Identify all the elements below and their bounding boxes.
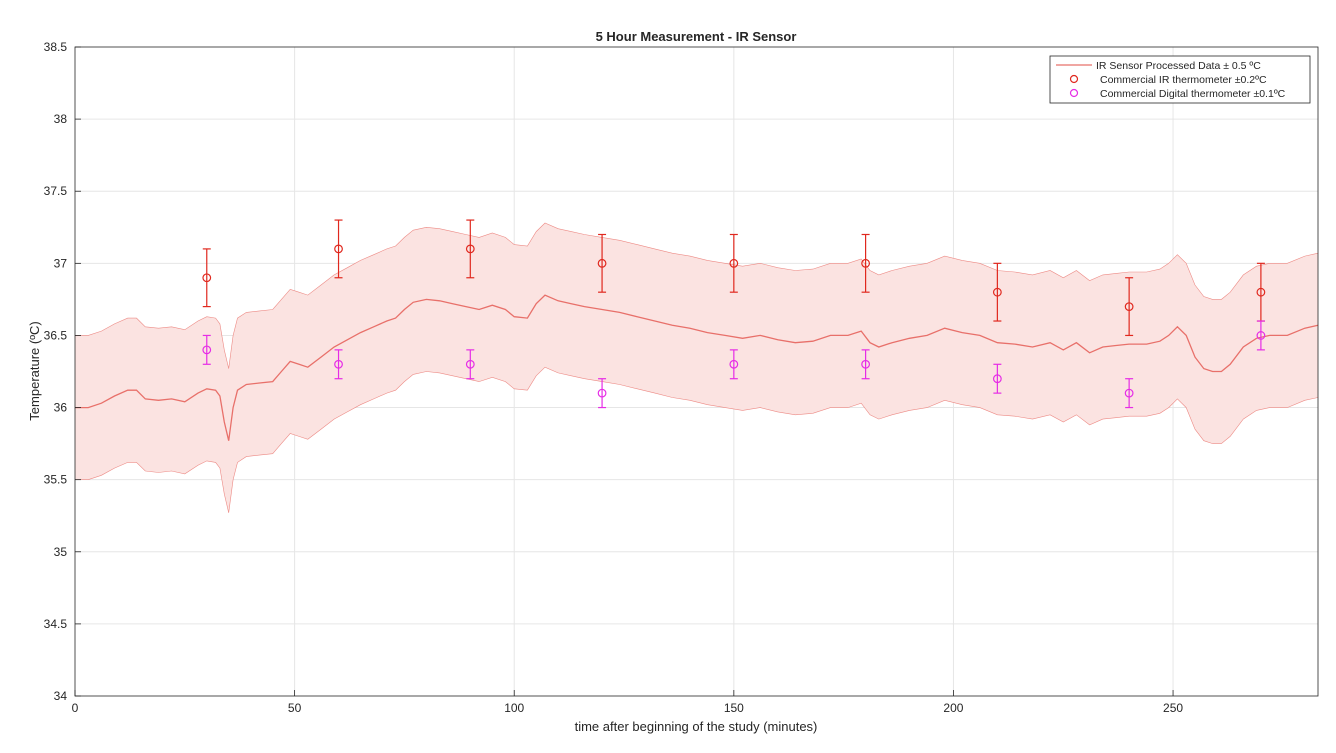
y-tick-label: 35 bbox=[54, 545, 68, 559]
y-tick-label: 36 bbox=[54, 401, 68, 415]
data-point-ir-thermometer bbox=[597, 258, 607, 268]
data-point-ir-thermometer bbox=[202, 273, 212, 283]
legend-entry-digital-thermometer: Commercial Digital thermometer ±0.1ºC bbox=[1100, 88, 1286, 100]
data-point-ir-thermometer bbox=[992, 287, 1002, 297]
data-point-digital-thermometer bbox=[597, 388, 607, 398]
data-point-ir-thermometer bbox=[1124, 302, 1134, 312]
x-tick-label: 100 bbox=[504, 701, 524, 715]
band-lower-edge bbox=[75, 366, 1319, 513]
tick-layer: 0 50 100 150 200 250 34 34.5 35 35.5 36 36.5 37 37.5 3… bbox=[44, 40, 1184, 715]
x-tick-label: 0 bbox=[72, 701, 79, 715]
data-point-ir-thermometer bbox=[334, 244, 343, 254]
data-point-digital-thermometer bbox=[992, 374, 1002, 384]
y-tick-label: 34.5 bbox=[44, 617, 68, 631]
confidence-band bbox=[75, 223, 1318, 513]
y-tick-label: 38.5 bbox=[44, 40, 68, 54]
x-tick-label: 250 bbox=[1163, 701, 1183, 715]
data-point-digital-thermometer bbox=[861, 359, 871, 369]
y-axis-label: Temperature (ºC) bbox=[27, 321, 42, 420]
data-point-digital-thermometer bbox=[729, 359, 739, 369]
data-point-digital-thermometer bbox=[465, 359, 475, 369]
band-layer bbox=[75, 223, 1318, 513]
marker-layer bbox=[202, 219, 1266, 409]
band-upper-edge bbox=[75, 222, 1319, 369]
y-tick-label: 36.5 bbox=[44, 328, 68, 342]
data-point-digital-thermometer bbox=[334, 359, 343, 369]
legend-entry-ir-sensor: IR Sensor Processed Data ± 0.5 ºC bbox=[1096, 60, 1261, 72]
data-point-digital-thermometer bbox=[1256, 331, 1266, 340]
legend-marker-ir-thermometer bbox=[1069, 74, 1079, 84]
y-tick-label: 34 bbox=[54, 689, 68, 703]
legend-entry-ir-thermometer: Commercial IR thermometer ±0.2ºC bbox=[1100, 74, 1267, 86]
line-layer bbox=[75, 222, 1319, 513]
legend-box bbox=[1049, 55, 1311, 104]
data-point-digital-thermometer bbox=[1124, 388, 1134, 398]
x-axis-label: time after beginning of the study (minut… bbox=[575, 719, 818, 734]
y-tick-label: 35.5 bbox=[44, 473, 68, 487]
y-tick-label: 38 bbox=[54, 112, 68, 126]
data-point-ir-thermometer bbox=[465, 244, 475, 254]
chart-title: 5 Hour Measurement - IR Sensor bbox=[596, 29, 797, 44]
x-tick-label: 50 bbox=[288, 701, 302, 715]
data-point-ir-thermometer bbox=[729, 258, 739, 268]
legend: IR Sensor Processed Data ± 0.5 ºC Commer… bbox=[1049, 55, 1311, 104]
data-point-ir-thermometer bbox=[1256, 287, 1266, 297]
data-point-digital-thermometer bbox=[202, 345, 212, 355]
y-tick-label: 37.5 bbox=[44, 184, 68, 198]
data-point-ir-thermometer bbox=[861, 258, 871, 268]
plot-frame bbox=[74, 46, 1319, 697]
x-tick-label: 150 bbox=[724, 701, 744, 715]
y-tick-label: 37 bbox=[54, 256, 68, 270]
x-tick-label: 200 bbox=[943, 701, 963, 715]
series-line-ir-sensor bbox=[75, 294, 1319, 441]
legend-marker-digital-thermometer bbox=[1069, 88, 1079, 98]
